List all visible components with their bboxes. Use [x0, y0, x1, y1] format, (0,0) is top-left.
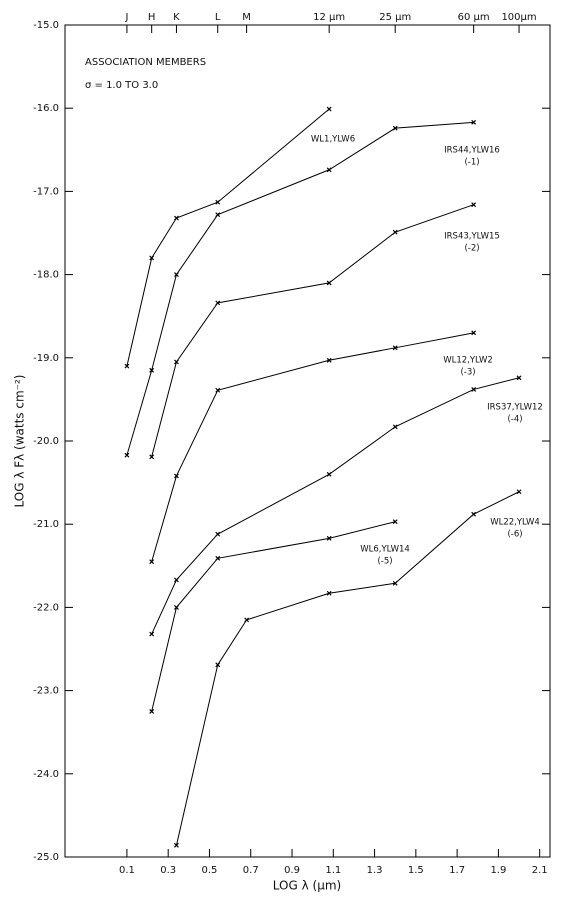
point	[326, 590, 332, 596]
point	[471, 119, 477, 125]
x-tick-label: 1.9	[490, 865, 506, 876]
y-axis-label: LOG λ Fλ (watts cm⁻²)	[13, 375, 27, 508]
annotation: ASSOCIATION MEMBERS	[85, 57, 206, 68]
series-label: WL1,YLW6	[311, 135, 355, 145]
series-label: WL12,YLW2	[443, 356, 493, 366]
point	[326, 471, 332, 477]
point	[149, 367, 155, 373]
series-line	[151, 332, 474, 562]
point	[392, 519, 398, 525]
point	[326, 357, 332, 363]
point	[326, 106, 332, 112]
x-tick-label: 0.7	[243, 865, 259, 876]
x-tick-label: 0.9	[284, 865, 300, 876]
series-offset: (-3)	[460, 368, 475, 378]
y-tick-label: -25.0	[33, 852, 59, 863]
series-line	[175, 491, 520, 846]
point	[392, 345, 398, 351]
point	[392, 229, 398, 235]
point	[215, 662, 221, 668]
point	[215, 212, 221, 218]
x-tick-label: 1.7	[449, 865, 465, 876]
point	[174, 577, 179, 583]
top-tick-label: H	[148, 12, 156, 23]
y-tick-label: -19.0	[33, 353, 59, 364]
point	[149, 454, 155, 460]
point	[471, 202, 477, 208]
point	[124, 363, 130, 369]
point	[326, 535, 332, 541]
point	[326, 167, 332, 173]
y-tick-label: -17.0	[33, 186, 59, 197]
point	[149, 255, 155, 261]
top-tick-label: 25 μm	[379, 12, 411, 23]
x-tick-label: 1.3	[367, 865, 383, 876]
y-tick-label: -23.0	[33, 686, 59, 697]
y-tick-label: -16.0	[33, 103, 59, 114]
point	[215, 555, 221, 561]
x-axis-label: LOG λ (μm)	[273, 879, 341, 893]
top-tick-label: J	[124, 12, 128, 23]
annotation: σ = 1.0 TO 3.0	[85, 80, 158, 91]
top-tick-label: K	[173, 12, 180, 23]
x-tick-label: 2.1	[532, 865, 548, 876]
x-tick-label: 0.5	[202, 865, 218, 876]
point	[471, 511, 477, 517]
point	[174, 473, 179, 479]
top-tick-label: 12 μm	[313, 12, 345, 23]
series-label: WL6,YLW14	[360, 545, 410, 555]
point	[124, 452, 130, 458]
point	[244, 617, 250, 623]
point	[215, 300, 221, 306]
top-tick-label: 60 μm	[458, 12, 490, 23]
point	[392, 424, 398, 430]
point	[149, 631, 155, 637]
point	[174, 359, 179, 365]
y-tick-label: -24.0	[33, 769, 59, 780]
x-tick-label: 0.3	[160, 865, 176, 876]
series-label: IRS43,YLW15	[444, 232, 500, 242]
top-tick-label: L	[215, 12, 221, 23]
y-tick-label: -22.0	[33, 602, 59, 613]
y-tick-label: -15.0	[33, 20, 59, 31]
point	[392, 580, 398, 586]
series-label: IRS44,YLW16	[444, 146, 500, 156]
point	[174, 272, 179, 278]
point	[174, 842, 179, 848]
point	[149, 559, 155, 565]
point	[516, 375, 522, 381]
series-offset: (-1)	[464, 158, 479, 168]
point	[174, 604, 179, 610]
point	[215, 531, 221, 537]
series-line	[151, 377, 520, 635]
point	[471, 330, 477, 336]
point	[215, 387, 221, 393]
y-tick-label: -21.0	[33, 519, 59, 530]
series-offset: (-4)	[507, 415, 522, 425]
series-offset: (-6)	[507, 530, 522, 540]
point	[174, 215, 179, 221]
point	[516, 489, 522, 495]
point	[471, 386, 477, 392]
point	[149, 708, 155, 714]
series-line	[126, 108, 330, 367]
point	[215, 199, 221, 205]
y-tick-label: -20.0	[33, 436, 59, 447]
series-line	[151, 521, 396, 712]
series-label: IRS37,YLW12	[487, 403, 543, 413]
x-tick-label: 1.1	[325, 865, 341, 876]
top-tick-label: M	[242, 12, 251, 23]
series-line	[151, 204, 474, 457]
series-offset: (-2)	[464, 244, 479, 254]
top-tick-label: 100μm	[501, 12, 536, 23]
series-line	[126, 121, 474, 456]
point	[392, 125, 398, 131]
x-tick-label: 0.1	[119, 865, 135, 876]
y-tick-label: -18.0	[33, 270, 59, 281]
x-tick-label: 1.5	[408, 865, 424, 876]
series-offset: (-5)	[377, 557, 392, 567]
series-label: WL22,YLW4	[490, 518, 540, 528]
point	[326, 280, 332, 286]
